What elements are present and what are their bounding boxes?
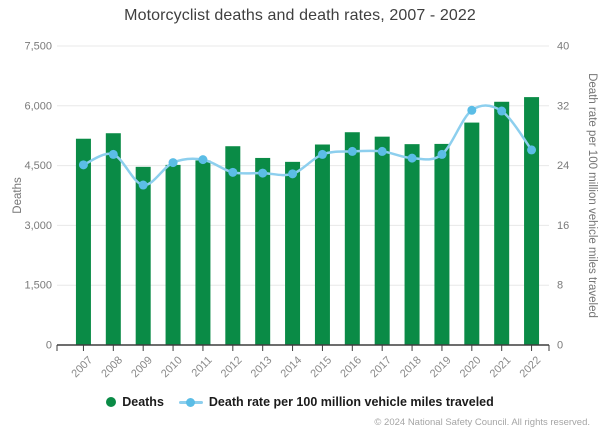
chart-canvas: 2007 2008 2009 2010 2011 2012 2013 2014 2015 2016… <box>12 41 598 381</box>
x-tick-label-2013: 2013 <box>249 354 275 380</box>
death-rate-point-2019[interactable] <box>437 149 447 159</box>
right-tick-label: 8 <box>557 280 563 292</box>
left-tick-label: 0 <box>46 340 52 352</box>
chart-legend: Deaths Death rate per 100 million vehicl… <box>0 395 600 409</box>
death-rate-point-2014[interactable] <box>288 169 298 179</box>
legend-label-death-rate: Death rate per 100 million vehicle miles… <box>208 395 494 409</box>
x-tick-label-2007: 2007 <box>69 354 95 380</box>
bar-2007[interactable] <box>75 138 91 345</box>
left-tick-label: 1,500 <box>24 280 52 292</box>
left-tick-label: 6,000 <box>24 100 52 112</box>
bar-2008[interactable] <box>105 133 121 345</box>
x-tick-label-2017: 2017 <box>368 354 394 380</box>
bar-2015[interactable] <box>314 144 330 345</box>
death-rate-point-2022[interactable] <box>527 145 537 155</box>
x-tick-label-2022: 2022 <box>518 354 544 380</box>
x-tick-label-2021: 2021 <box>488 354 514 380</box>
right-axis-title: Death rate per 100 million vehicle miles… <box>586 73 598 318</box>
bar-2014[interactable] <box>285 161 301 345</box>
death-rate-point-2015[interactable] <box>317 149 327 159</box>
x-tick-label-2008: 2008 <box>99 354 125 380</box>
death-rate-point-2021[interactable] <box>497 106 507 116</box>
right-tick-label: 0 <box>557 340 563 352</box>
legend-item-deaths[interactable]: Deaths <box>106 395 164 409</box>
death-rate-point-2013[interactable] <box>258 168 268 178</box>
right-tick-label: 32 <box>557 100 569 112</box>
bar-2021[interactable] <box>494 101 510 345</box>
x-tick-label-2019: 2019 <box>428 354 454 380</box>
x-tick-label-2011: 2011 <box>190 354 215 379</box>
death-rate-line <box>82 104 533 187</box>
death-rate-point-2009[interactable] <box>138 180 148 190</box>
death-rate-point-2018[interactable] <box>407 153 417 163</box>
x-tick-label-2009: 2009 <box>129 354 155 380</box>
bar-2013[interactable] <box>255 157 271 345</box>
death-rate-point-2017[interactable] <box>377 146 387 156</box>
death-rate-point-2007[interactable] <box>78 160 88 170</box>
death-rate-legend-line-dot-icon <box>178 397 203 407</box>
bar-2011[interactable] <box>195 160 211 345</box>
legend-item-death-rate[interactable]: Death rate per 100 million vehicle miles… <box>178 395 494 409</box>
death-rate-point-2010[interactable] <box>168 158 178 168</box>
bar-2009[interactable] <box>135 166 151 345</box>
death-rate-point-2016[interactable] <box>347 146 357 156</box>
bar-2020[interactable] <box>464 122 480 346</box>
left-tick-label: 7,500 <box>24 41 52 53</box>
left-tick-label: 4,500 <box>24 160 52 172</box>
x-tick-label-2014: 2014 <box>279 354 305 380</box>
legend-label-deaths: Deaths <box>122 395 164 409</box>
left-axis-title: Deaths <box>12 177 24 214</box>
x-tick-label-2015: 2015 <box>308 354 334 380</box>
left-tick-label: 3,000 <box>24 220 52 232</box>
bar-2010[interactable] <box>165 164 181 345</box>
deaths-legend-circle-icon <box>106 397 117 407</box>
chart-title: Motorcyclist deaths and death rates, 200… <box>124 7 476 24</box>
x-tick-label-2018: 2018 <box>398 354 424 380</box>
x-tick-label-2012: 2012 <box>219 354 245 380</box>
x-tick-label-2016: 2016 <box>338 354 364 380</box>
copyright-credit: © 2024 National Safety Council. All righ… <box>374 417 590 428</box>
bar-2019[interactable] <box>434 143 450 345</box>
bar-2022[interactable] <box>524 97 540 345</box>
bar-2018[interactable] <box>404 144 420 345</box>
right-tick-label: 40 <box>557 41 569 53</box>
death-rate-point-2008[interactable] <box>108 149 118 159</box>
death-rate-point-2012[interactable] <box>228 167 238 177</box>
death-rate-point-2011[interactable] <box>198 155 208 165</box>
x-tick-label-2010: 2010 <box>159 354 185 380</box>
bar-2017[interactable] <box>374 136 390 345</box>
right-tick-label: 24 <box>557 160 569 172</box>
death-rate-point-2020[interactable] <box>467 105 477 115</box>
bar-2016[interactable] <box>344 132 360 345</box>
x-tick-label-2020: 2020 <box>458 354 484 380</box>
right-tick-label: 16 <box>557 220 569 232</box>
bar-2012[interactable] <box>225 146 241 345</box>
